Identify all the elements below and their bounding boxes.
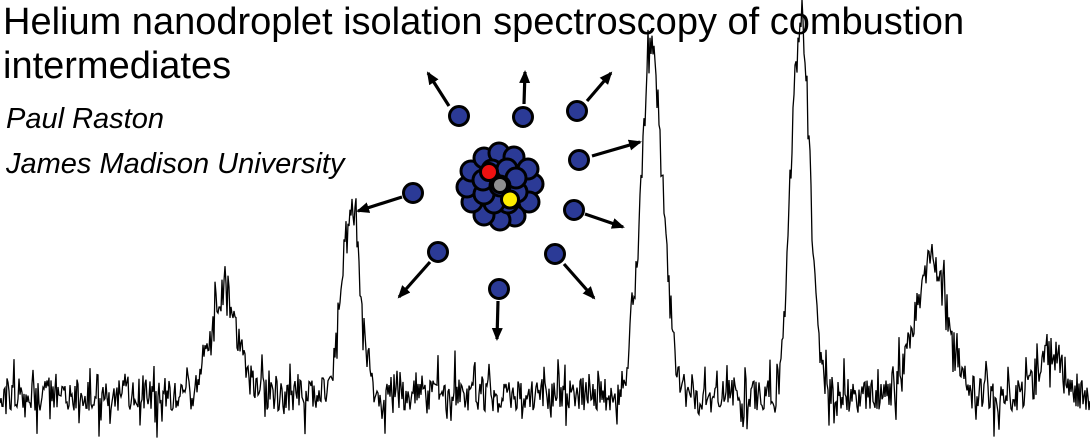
escaping-helium-atom bbox=[563, 199, 585, 221]
escaping-helium-atom bbox=[402, 182, 424, 204]
author-name: Paul Raston bbox=[6, 103, 164, 135]
escaping-helium-atom bbox=[568, 149, 590, 171]
dopant-yellow-atom bbox=[500, 189, 520, 210]
dopant-gray-atom bbox=[491, 176, 509, 194]
evaporation-arrow bbox=[356, 195, 403, 213]
evaporation-arrow bbox=[397, 260, 432, 299]
evaporation-arrow bbox=[426, 71, 451, 107]
spectrum-trace bbox=[0, 0, 1090, 438]
evaporation-arrow bbox=[584, 212, 625, 229]
dopant-red-atom bbox=[479, 162, 499, 182]
escaping-helium-atom bbox=[512, 106, 534, 128]
page-title: Helium nanodroplet isolation spectroscop… bbox=[3, 1, 965, 88]
escaping-helium-atom bbox=[427, 241, 449, 263]
escaping-helium-atom bbox=[566, 100, 588, 122]
evaporation-arrow bbox=[562, 262, 596, 300]
evaporation-arrow bbox=[491, 300, 503, 341]
spectrum-trace-path bbox=[0, 0, 1090, 438]
escaping-helium-atom bbox=[544, 243, 566, 265]
escaping-helium-atom bbox=[488, 278, 510, 300]
evaporation-arrow bbox=[585, 71, 613, 103]
author-block: Paul Raston James Madison University bbox=[6, 97, 344, 187]
author-affiliation: James Madison University bbox=[6, 148, 345, 180]
escaping-helium-atom bbox=[448, 105, 470, 127]
evaporation-arrow bbox=[519, 70, 531, 105]
evaporation-arrow bbox=[591, 139, 642, 158]
nanodroplet-illustration bbox=[356, 70, 642, 341]
